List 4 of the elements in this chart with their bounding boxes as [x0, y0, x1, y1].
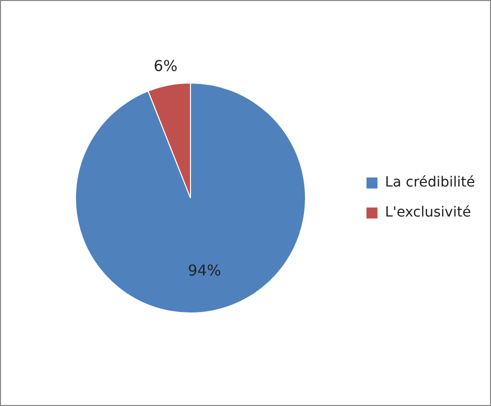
legend-label: L'exclusivité [384, 204, 471, 221]
data-label: 6% [154, 57, 178, 76]
legend-label: La crédibilité [384, 174, 476, 191]
data-label: 94% [188, 261, 222, 280]
